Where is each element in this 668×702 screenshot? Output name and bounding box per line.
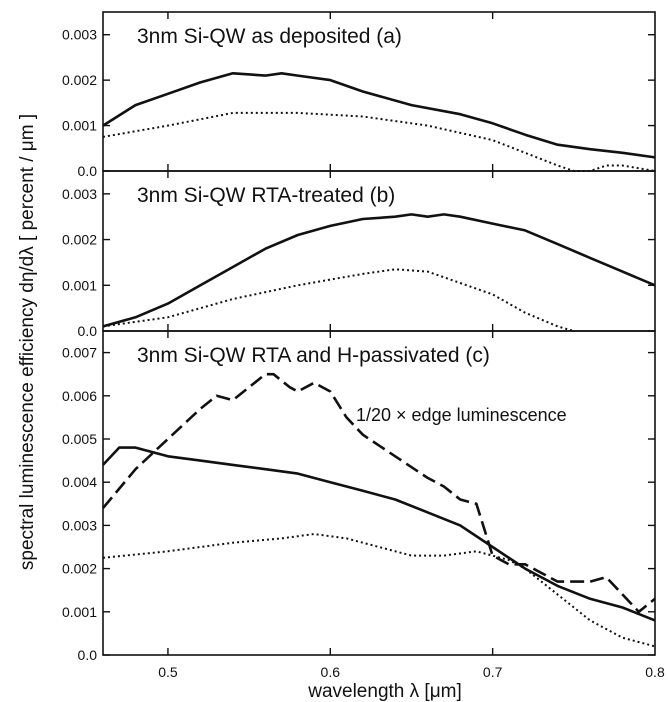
x-tick-label: 0.8 (645, 664, 665, 680)
y-tick-label: 0.005 (62, 431, 97, 447)
x-tick-label: 0.7 (483, 664, 503, 680)
y-axis-label: spectral luminescence efficiency dη/dλ [… (17, 114, 38, 570)
y-tick-label: 0.002 (62, 232, 97, 248)
y-tick-label: 0.0 (78, 163, 98, 179)
y-tick-label: 0.002 (62, 72, 97, 88)
series-dotted-line (102, 533, 656, 648)
y-tick-label: 0.006 (62, 388, 97, 404)
y-tick-label: 0.001 (62, 118, 97, 134)
y-tick-label: 0.002 (62, 561, 97, 577)
panel-title: 3nm Si-QW RTA and H-passivated (c) (137, 344, 490, 367)
panel-3: 0.0 0.001 0.002 0.003 0.004 0.005 0.006 0.007 3n… (62, 330, 665, 702)
y-tick-label: 0.003 (62, 186, 97, 202)
edge-luminescence-annotation: 1/20 × edge luminescence (356, 405, 567, 425)
panels: 0.0 0.001 0.002 0.003 3nm Si-QW as deposited… (62, 11, 665, 702)
panel-title: 3nm Si-QW RTA-treated (b) (137, 184, 395, 207)
x-tick-label: 0.6 (321, 664, 341, 680)
x-tick-label: 0.5 (158, 664, 178, 680)
series-solid-line (102, 446, 656, 622)
y-tick-label: 0.007 (62, 345, 97, 361)
y-tick-label: 0.001 (62, 604, 97, 620)
series-dashed-line (102, 372, 656, 614)
y-tick-label: 0.0 (78, 647, 98, 663)
series-dotted-line (102, 111, 656, 172)
panel-1: 0.0 0.001 0.002 0.003 3nm Si-QW as deposited… (62, 11, 656, 179)
y-tick-label: 0.001 (62, 277, 97, 293)
series-dotted-line (102, 268, 575, 332)
panel-title: 3nm Si-QW as deposited (a) (137, 25, 402, 48)
panel-frame (102, 330, 656, 656)
y-tick-label: 0.0 (78, 323, 98, 339)
y-tick-label: 0.003 (62, 517, 97, 533)
y-tick-label: 0.003 (62, 27, 97, 43)
y-tick-label: 0.004 (62, 474, 97, 490)
x-axis-label: wavelength λ [μm] (307, 681, 462, 702)
series-solid-line (102, 72, 656, 159)
series-solid-line (102, 213, 656, 328)
panel-2: 0.0 0.001 0.002 0.003 3nm Si-QW RTA-treated … (62, 170, 656, 339)
